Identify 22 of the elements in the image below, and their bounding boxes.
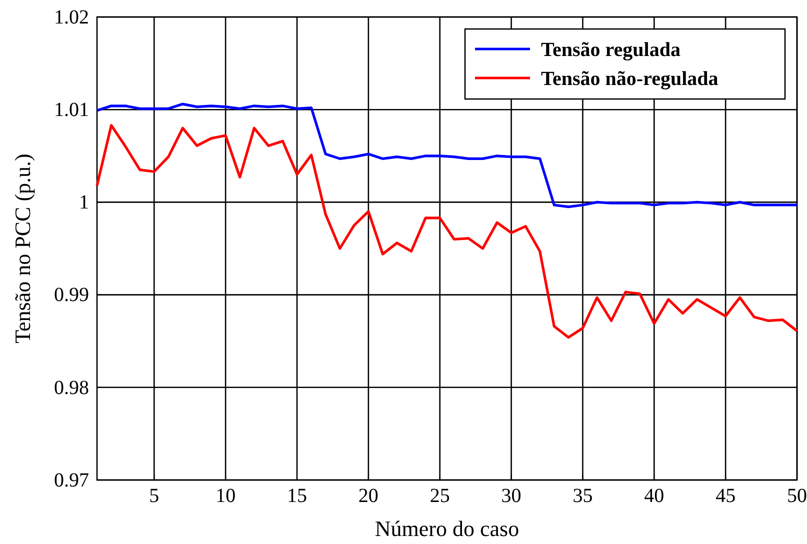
x-tick-label: 50 (787, 485, 807, 508)
x-axis-title: Número do caso (374, 516, 520, 541)
y-tick-label: 0.99 (54, 284, 89, 306)
y-axis-title: Tensão no PCC (p.u.) (10, 154, 35, 344)
line-series (96, 124, 798, 339)
x-tick-label: 45 (716, 485, 736, 508)
x-tick-label: 40 (644, 485, 664, 508)
x-tick-label: 15 (287, 485, 307, 508)
y-tick-label: 0.97 (54, 469, 89, 492)
legend-label: Tensão regulada (541, 39, 680, 61)
x-tick-label: 30 (501, 485, 522, 508)
legend-label: Tensão não-regulada (541, 68, 718, 90)
y-tick-label: 0.98 (54, 376, 89, 399)
y-tick-label: 1 (79, 192, 89, 214)
y-tick-label: 1.01 (54, 99, 89, 121)
x-tick-label: 25 (430, 485, 450, 508)
x-tick-label: 20 (358, 485, 378, 508)
x-tick-label: 10 (216, 485, 236, 508)
x-tick-label: 35 (572, 485, 593, 508)
y-tick-label: 1.02 (54, 6, 89, 28)
line-series (96, 102, 798, 208)
x-tick-label: 5 (149, 485, 160, 508)
